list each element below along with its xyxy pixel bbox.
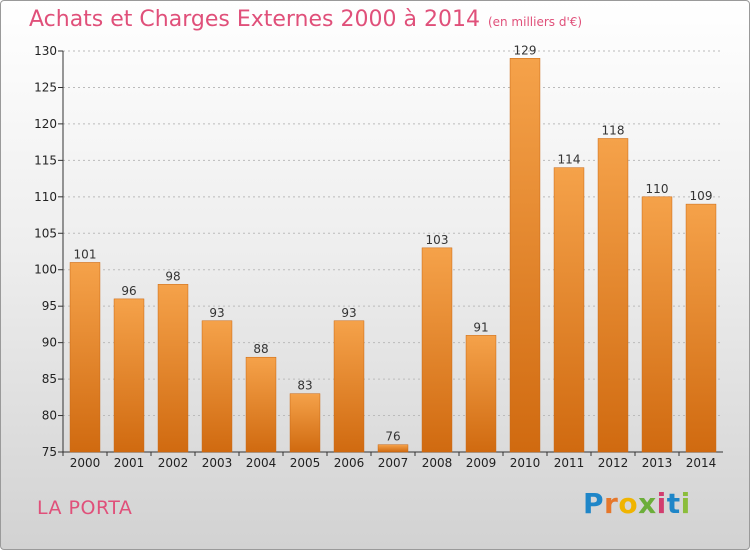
y-tick-label: 90 [42, 336, 57, 350]
proxiti-logo: Proxiti [583, 487, 691, 520]
place-name: LA PORTA [37, 497, 133, 519]
y-tick-label: 120 [34, 117, 57, 131]
bar [157, 284, 189, 453]
x-tick-label: 2011 [554, 456, 585, 470]
bar [465, 335, 497, 453]
x-tick-label: 2002 [158, 456, 189, 470]
bar [69, 262, 101, 453]
data-label: 96 [121, 284, 136, 298]
y-tick-label: 75 [42, 445, 57, 459]
x-tick-label: 2010 [510, 456, 541, 470]
x-tick-label: 2006 [334, 456, 365, 470]
y-tick-label: 130 [34, 44, 57, 58]
logo-letter: i [656, 487, 667, 520]
x-tick-label: 2001 [114, 456, 145, 470]
x-tick-label: 2009 [466, 456, 497, 470]
data-label: 101 [74, 247, 97, 261]
x-tick-label: 2004 [246, 456, 277, 470]
chart-subtitle: (en milliers d'€) [487, 15, 583, 29]
bar [597, 138, 629, 453]
x-tick-label: 2012 [598, 456, 629, 470]
chart-title-text: Achats et Charges Externes 2000 à 2014 [29, 7, 480, 32]
y-tick-label: 110 [34, 190, 57, 204]
data-label: 114 [558, 153, 581, 167]
bar [289, 393, 321, 453]
bar [201, 320, 233, 453]
bars [69, 58, 717, 453]
logo-letter: t [666, 487, 681, 520]
y-tick-label: 80 [42, 409, 57, 423]
x-tick-label: 2014 [686, 456, 717, 470]
data-label: 109 [690, 189, 713, 203]
logo-letter: o [618, 487, 639, 520]
y-tick-label: 125 [34, 80, 57, 94]
data-label: 103 [426, 233, 449, 247]
y-tick-label: 105 [34, 226, 57, 240]
bar [333, 320, 365, 453]
y-tick-label: 85 [42, 372, 57, 386]
bar [641, 196, 673, 453]
chart-title: Achats et Charges Externes 2000 à 2014 (e… [29, 7, 582, 32]
bar [553, 167, 585, 453]
y-tick-label: 95 [42, 299, 57, 313]
logo-letter: i [680, 487, 691, 520]
x-tick-label: 2008 [422, 456, 453, 470]
x-tick-label: 2003 [202, 456, 233, 470]
logo-letter: r [604, 487, 619, 520]
bar [245, 356, 277, 453]
x-tick-label: 2005 [290, 456, 321, 470]
logo-letter: x [638, 487, 657, 520]
data-label: 76 [385, 430, 400, 444]
data-label: 98 [165, 269, 180, 283]
logo-letter: P [583, 487, 605, 520]
bar [377, 444, 409, 453]
data-label: 93 [209, 306, 224, 320]
data-label: 93 [341, 306, 356, 320]
x-tick-label: 2013 [642, 456, 673, 470]
data-label: 118 [602, 123, 625, 137]
data-label: 129 [514, 43, 537, 57]
y-tick-label: 100 [34, 263, 57, 277]
data-labels: 101 96 98 93 88 83 93 76 103 91 129 114 118 110 109 [74, 43, 713, 443]
data-label: 83 [297, 379, 312, 393]
data-label: 91 [473, 320, 488, 334]
x-tick-label: 2000 [70, 456, 101, 470]
bar [685, 203, 717, 453]
data-label: 110 [646, 182, 669, 196]
x-tick-label: 2007 [378, 456, 409, 470]
bar [113, 298, 145, 453]
y-tick-label: 115 [34, 153, 57, 167]
bar [421, 247, 453, 453]
bar [509, 58, 541, 453]
data-label: 88 [253, 342, 268, 356]
